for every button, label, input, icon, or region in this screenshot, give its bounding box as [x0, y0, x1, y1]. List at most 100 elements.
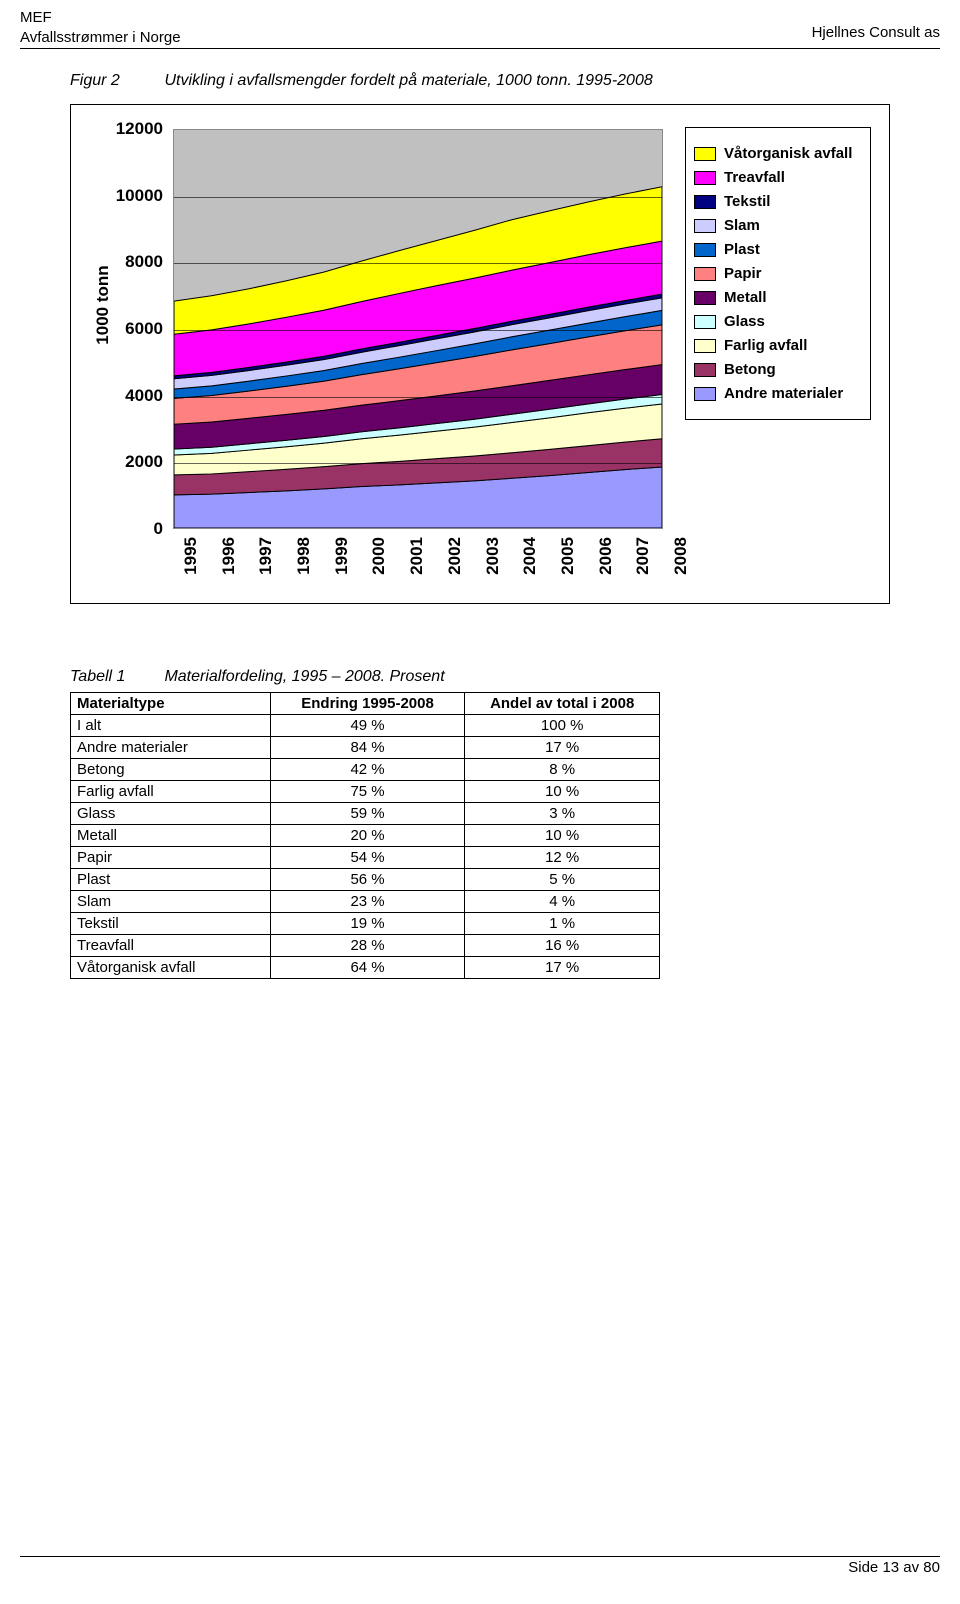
legend-item-plast: Plast — [694, 241, 862, 258]
table-cell: Plast — [71, 869, 271, 891]
legend-item-vatorganisk: Våtorganisk avfall — [694, 145, 862, 162]
table-cell: 42 % — [270, 759, 465, 781]
grid-line — [174, 330, 662, 331]
y-ticks: 020004000600080001000012000 — [117, 129, 169, 529]
x-ticks: 1995199619971998199920002001200220032004… — [173, 537, 663, 597]
y-tick: 2000 — [125, 452, 163, 472]
header-right: Hjellnes Consult as — [812, 24, 940, 41]
table-col-header: Endring 1995-2008 — [270, 693, 465, 715]
grid-line — [174, 197, 662, 198]
legend-item-glass: Glass — [694, 313, 862, 330]
table-row: Våtorganisk avfall64 %17 % — [71, 957, 660, 979]
table-row: Tekstil19 %1 % — [71, 913, 660, 935]
legend-swatch — [694, 315, 716, 329]
y-tick: 10000 — [116, 186, 163, 206]
table-cell: Våtorganisk avfall — [71, 957, 271, 979]
table-cell: 23 % — [270, 891, 465, 913]
legend-label: Slam — [724, 217, 760, 234]
table-cell: 10 % — [465, 825, 660, 847]
table-cell: Glass — [71, 803, 271, 825]
grid-line — [174, 397, 662, 398]
legend-item-betong: Betong — [694, 361, 862, 378]
x-tick: 1997 — [256, 537, 276, 575]
table-cell: 10 % — [465, 781, 660, 803]
table-cell: Metall — [71, 825, 271, 847]
header-rule — [20, 48, 940, 49]
table-cell: Treavfall — [71, 935, 271, 957]
y-tick: 8000 — [125, 252, 163, 272]
table-row: Betong42 %8 % — [71, 759, 660, 781]
legend-swatch — [694, 171, 716, 185]
table-cell: Betong — [71, 759, 271, 781]
figure-label: Figur 2 — [70, 72, 160, 90]
legend-swatch — [694, 195, 716, 209]
x-tick: 2002 — [445, 537, 465, 575]
x-tick: 2000 — [369, 537, 389, 575]
legend-label: Våtorganisk avfall — [724, 145, 852, 162]
header-left-line2: Avfallsstrømmer i Norge — [20, 28, 181, 48]
x-tick: 2005 — [558, 537, 578, 575]
legend-label: Plast — [724, 241, 760, 258]
table-col-header: Andel av total i 2008 — [465, 693, 660, 715]
table-cell: 59 % — [270, 803, 465, 825]
legend-label: Papir — [724, 265, 762, 282]
table-cell: 16 % — [465, 935, 660, 957]
page-number: Side 13 av 80 — [848, 1559, 940, 1576]
table-header-row: MaterialtypeEndring 1995-2008Andel av to… — [71, 693, 660, 715]
x-tick: 1998 — [294, 537, 314, 575]
chart-container: 1000 tonn 020004000600080001000012000 19… — [70, 104, 890, 604]
table-cell: 12 % — [465, 847, 660, 869]
table-cell: Farlig avfall — [71, 781, 271, 803]
table-cell: 17 % — [465, 737, 660, 759]
table-cell: 100 % — [465, 715, 660, 737]
table-cell: 49 % — [270, 715, 465, 737]
figure-caption-text: Utvikling i avfallsmengder fordelt på ma… — [164, 72, 652, 89]
table-cell: 4 % — [465, 891, 660, 913]
table-cell: 17 % — [465, 957, 660, 979]
table-cell: 5 % — [465, 869, 660, 891]
legend: Våtorganisk avfallTreavfallTekstilSlamPl… — [685, 127, 871, 420]
table-cell: I alt — [71, 715, 271, 737]
plot-area — [173, 129, 663, 529]
table-row: Slam23 %4 % — [71, 891, 660, 913]
x-tick: 2003 — [483, 537, 503, 575]
legend-item-slam: Slam — [694, 217, 862, 234]
table-label: Tabell 1 — [70, 668, 160, 686]
page: MEF Avfallsstrømmer i Norge Hjellnes Con… — [0, 0, 960, 1604]
legend-swatch — [694, 339, 716, 353]
x-tick: 1996 — [219, 537, 239, 575]
material-table: MaterialtypeEndring 1995-2008Andel av to… — [70, 692, 660, 979]
x-tick: 2001 — [407, 537, 427, 575]
stacked-area-svg — [174, 130, 662, 528]
legend-item-treavfall: Treavfall — [694, 169, 862, 186]
table-caption-text: Materialfordeling, 1995 – 2008. Prosent — [164, 668, 444, 685]
legend-label: Glass — [724, 313, 765, 330]
table-cell: 84 % — [270, 737, 465, 759]
legend-item-andre: Andre materialer — [694, 385, 862, 402]
table-row: Farlig avfall75 %10 % — [71, 781, 660, 803]
table-cell: Tekstil — [71, 913, 271, 935]
legend-item-metall: Metall — [694, 289, 862, 306]
y-tick: 12000 — [116, 119, 163, 139]
table-cell: 75 % — [270, 781, 465, 803]
legend-label: Farlig avfall — [724, 337, 807, 354]
x-tick: 2008 — [671, 537, 691, 575]
table-cell: 19 % — [270, 913, 465, 935]
legend-label: Andre materialer — [724, 385, 843, 402]
table-cell: 28 % — [270, 935, 465, 957]
table-cell: 3 % — [465, 803, 660, 825]
y-tick: 4000 — [125, 386, 163, 406]
legend-swatch — [694, 387, 716, 401]
legend-label: Metall — [724, 289, 767, 306]
table-cell: 8 % — [465, 759, 660, 781]
legend-swatch — [694, 219, 716, 233]
y-axis-label: 1000 tonn — [93, 205, 113, 405]
legend-swatch — [694, 291, 716, 305]
header-left: MEF Avfallsstrømmer i Norge — [20, 8, 181, 47]
grid-line — [174, 463, 662, 464]
y-tick: 6000 — [125, 319, 163, 339]
table-col-header: Materialtype — [71, 693, 271, 715]
header-left-line1: MEF — [20, 8, 181, 28]
table-cell: 54 % — [270, 847, 465, 869]
table-row: I alt49 %100 % — [71, 715, 660, 737]
